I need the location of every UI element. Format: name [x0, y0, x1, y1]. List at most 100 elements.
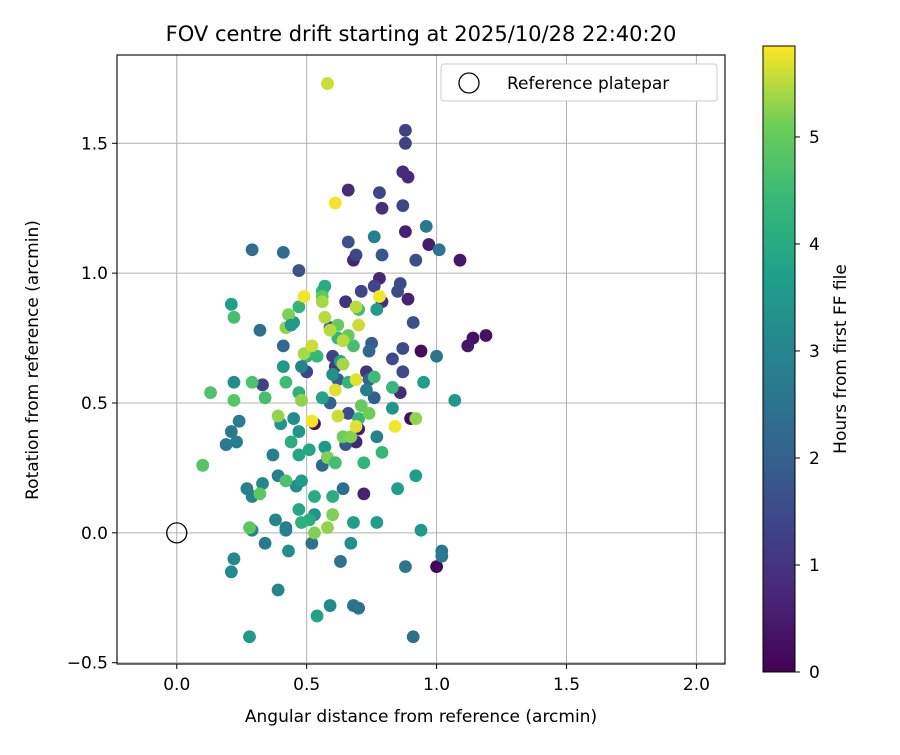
- colorbar-tick-label: 1: [809, 556, 820, 576]
- scatter-point: [344, 536, 358, 550]
- scatter-point: [373, 290, 386, 303]
- scatter-point: [258, 536, 272, 550]
- scatter-point: [336, 357, 350, 371]
- scatter-point: [375, 445, 389, 459]
- x-axis-label: Angular distance from reference (arcmin): [245, 707, 597, 727]
- scatter-point: [318, 279, 332, 293]
- scatter-point: [196, 458, 210, 472]
- scatter-point: [453, 253, 467, 267]
- scatter-point: [302, 443, 316, 457]
- x-tick-label: 2.0: [683, 675, 710, 695]
- legend-box: [440, 63, 718, 102]
- scatter-point: [370, 516, 384, 529]
- scatter-point: [432, 243, 446, 257]
- x-tick-label: 0.5: [293, 675, 320, 695]
- scatter-point: [284, 435, 298, 449]
- scatter-point: [321, 521, 334, 535]
- scatter-point: [336, 482, 350, 496]
- scatter-point: [349, 419, 363, 433]
- scatter-point: [328, 383, 342, 397]
- scatter-point: [399, 136, 412, 150]
- scatter-point: [396, 199, 410, 213]
- scatter-point: [323, 323, 337, 337]
- scatter-point: [391, 482, 405, 496]
- colorbar-tick-label: 4: [809, 235, 820, 255]
- scatter-points: [196, 77, 493, 644]
- scatter-point: [352, 601, 366, 615]
- scatter-point: [328, 196, 342, 210]
- scatter-point: [297, 290, 311, 303]
- scatter-point: [256, 477, 269, 490]
- scatter-point: [310, 349, 324, 363]
- x-tick-label: 1.5: [553, 675, 580, 695]
- scatter-point: [276, 339, 290, 353]
- scatter-point: [243, 630, 256, 644]
- scatter-point: [295, 516, 308, 529]
- scatter-point: [230, 435, 243, 449]
- scatter-point: [232, 414, 246, 428]
- y-axis-ticks: −0.5 0.0 0.5 1.0 1.5: [67, 134, 117, 674]
- scatter-point: [391, 284, 405, 298]
- scatter-point: [227, 394, 241, 407]
- legend-label: Reference platepar: [507, 74, 669, 94]
- colorbar-tick-label: 3: [809, 342, 820, 362]
- x-axis-ticks: 0.0 0.5 1.0 1.5 2.0: [163, 664, 710, 695]
- scatter-point: [219, 438, 233, 451]
- colorbar-tick-label: 0: [809, 663, 820, 683]
- y-tick-label: −0.5: [67, 654, 108, 674]
- scatter-point: [224, 297, 238, 311]
- scatter-point: [409, 412, 423, 425]
- scatter-point: [292, 448, 306, 462]
- y-axis-label: Rotation from reference (arcmin): [23, 220, 43, 500]
- scatter-point: [204, 386, 217, 400]
- scatter-point: [308, 490, 321, 503]
- scatter-point: [341, 406, 355, 420]
- scatter-point: [388, 419, 402, 433]
- scatter-point: [341, 235, 355, 249]
- scatter-point: [422, 238, 436, 251]
- scatter-point: [448, 394, 462, 407]
- scatter-point: [276, 360, 290, 374]
- scatter-point: [479, 329, 493, 342]
- scatter-point: [373, 186, 386, 200]
- scatter-point: [354, 399, 368, 412]
- scatter-point: [318, 310, 332, 324]
- y-tick-label: 1.5: [81, 134, 108, 154]
- scatter-point: [341, 183, 355, 197]
- scatter-point: [399, 225, 412, 238]
- scatter-point: [386, 401, 399, 415]
- scatter-point: [326, 368, 340, 381]
- colorbar-label: Hours from first FF file: [831, 264, 851, 454]
- scatter-point: [419, 220, 433, 233]
- scatter-point: [292, 300, 306, 314]
- scatter-point: [406, 316, 420, 329]
- scatter-point: [292, 503, 306, 516]
- scatter-point: [308, 526, 321, 540]
- scatter-point: [295, 360, 308, 374]
- scatter-point: [323, 599, 337, 612]
- scatter-point: [430, 560, 443, 574]
- scatter-point: [406, 630, 420, 644]
- scatter-point: [409, 469, 423, 483]
- scatter-point: [347, 516, 360, 529]
- scatter-point: [370, 430, 384, 444]
- y-tick-label: 0.5: [81, 394, 108, 414]
- scatter-point: [375, 201, 389, 215]
- colorbar-tick-label: 2: [809, 449, 820, 469]
- scatter-point: [297, 347, 311, 361]
- scatter-point: [287, 412, 301, 425]
- scatter-point: [367, 279, 381, 293]
- scatter-point: [417, 375, 430, 389]
- scatter-point: [344, 430, 358, 444]
- grid: [117, 55, 725, 664]
- scatter-point: [227, 552, 241, 566]
- scatter-point: [305, 536, 319, 550]
- legend: Reference platepar: [440, 63, 718, 102]
- reference-marker-layer: [166, 522, 188, 544]
- scatter-point: [357, 487, 371, 501]
- scatter-point: [375, 248, 389, 262]
- scatter-point: [362, 406, 376, 420]
- scatter-point: [295, 474, 308, 488]
